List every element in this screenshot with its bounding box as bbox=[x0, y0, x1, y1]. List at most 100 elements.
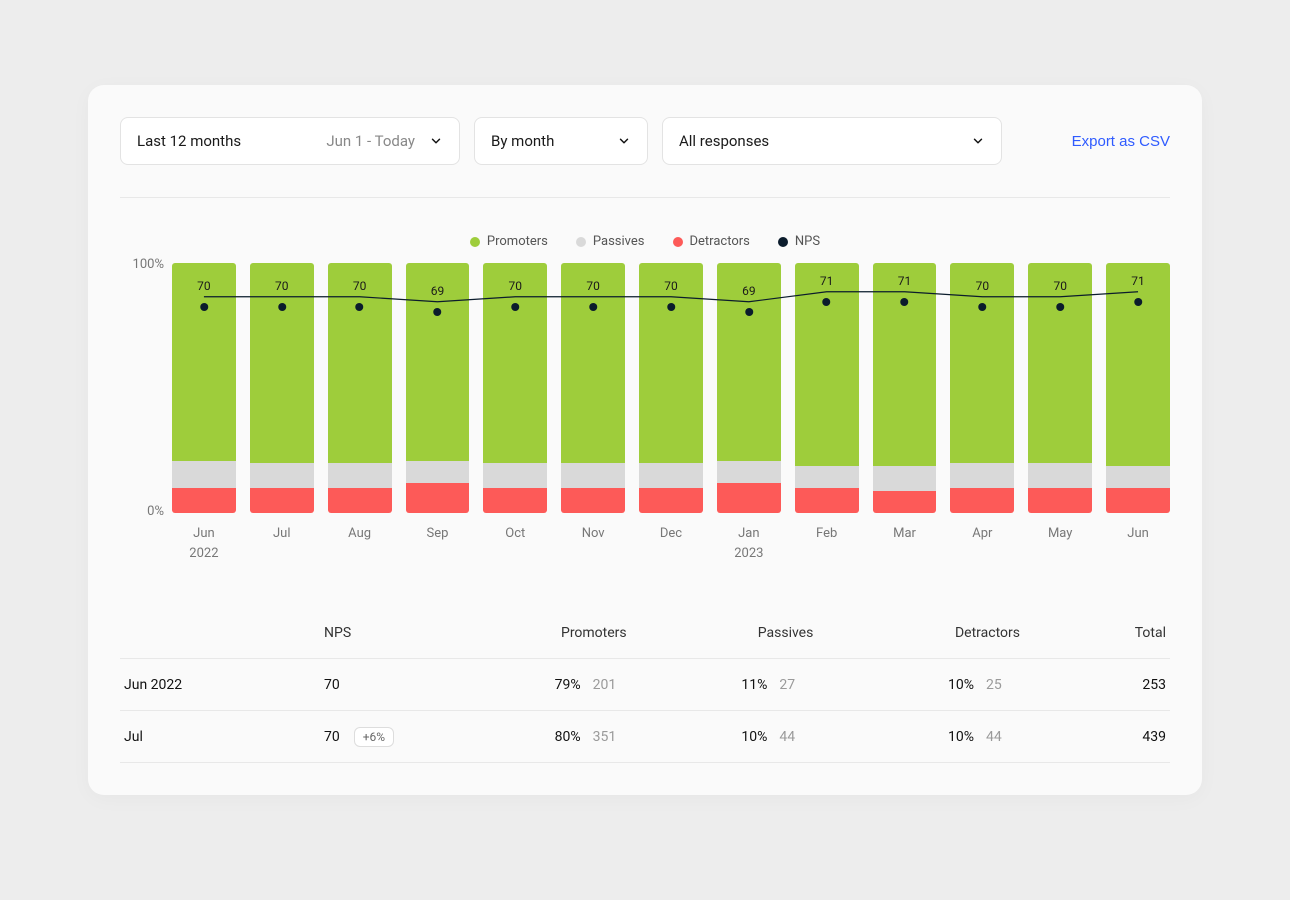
stacked-bar bbox=[406, 263, 470, 513]
nps-chart: PromotersPassivesDetractorsNPS 100% 0% 7… bbox=[120, 198, 1170, 563]
stacked-bar bbox=[561, 263, 625, 513]
pct-value: 80% bbox=[555, 729, 581, 745]
detractor-segment bbox=[1028, 488, 1092, 513]
count-value: 201 bbox=[593, 677, 627, 693]
table-row: Jun 20227079%20111%2710%25253 bbox=[120, 659, 1170, 711]
detractor-segment bbox=[795, 488, 859, 513]
bar-column bbox=[483, 263, 547, 513]
legend-label: Promoters bbox=[487, 234, 548, 249]
count-value: 351 bbox=[593, 729, 627, 745]
promoters-swatch-icon bbox=[470, 237, 480, 247]
th-total: Total bbox=[1040, 625, 1170, 641]
bar-column bbox=[873, 263, 937, 513]
detractor-segment bbox=[717, 483, 781, 513]
bar-column bbox=[1028, 263, 1092, 513]
date-range-value: Jun 1 - Today bbox=[326, 132, 415, 150]
passive-segment bbox=[639, 463, 703, 488]
th-detractors: Detractors bbox=[853, 625, 1040, 641]
detractor-segment bbox=[1106, 488, 1170, 513]
td-passives: 10%44 bbox=[667, 729, 854, 745]
x-axis-label: Oct bbox=[483, 525, 547, 563]
x-axis-label: Feb bbox=[795, 525, 859, 563]
bars-container bbox=[172, 263, 1170, 513]
x-axis-label: May bbox=[1028, 525, 1092, 563]
promoter-segment bbox=[328, 263, 392, 463]
stacked-bar bbox=[1106, 263, 1170, 513]
promoter-segment bbox=[639, 263, 703, 463]
stacked-bar bbox=[717, 263, 781, 513]
count-value: 27 bbox=[779, 677, 813, 693]
x-axis-label: Jun2022 bbox=[172, 525, 236, 563]
x-axis-label: Apr bbox=[950, 525, 1014, 563]
nps-swatch-icon bbox=[778, 237, 788, 247]
bar-column bbox=[950, 263, 1014, 513]
y-axis-bottom-label: 0% bbox=[147, 504, 164, 519]
detractors-swatch-icon bbox=[673, 237, 683, 247]
detractor-segment bbox=[328, 488, 392, 513]
td-month: Jun 2022 bbox=[120, 677, 320, 693]
passive-segment bbox=[406, 461, 470, 484]
x-axis-label: Sep bbox=[406, 525, 470, 563]
td-nps: 70 bbox=[320, 677, 480, 693]
th-promoters: Promoters bbox=[480, 625, 667, 641]
nps-value: 70 bbox=[324, 677, 340, 693]
chevron-down-icon bbox=[971, 134, 985, 148]
td-month: Jul bbox=[120, 729, 320, 745]
promoter-segment bbox=[717, 263, 781, 461]
legend-label: Passives bbox=[593, 234, 645, 249]
dashboard-card: Last 12 months Jun 1 - Today By month Al… bbox=[88, 85, 1202, 795]
bar-column bbox=[328, 263, 392, 513]
passive-segment bbox=[717, 461, 781, 484]
legend-item-nps: NPS bbox=[778, 234, 820, 249]
count-value: 25 bbox=[986, 677, 1020, 693]
passive-segment bbox=[250, 463, 314, 488]
x-axis-label: Jul bbox=[250, 525, 314, 563]
nps-value: 70 bbox=[324, 729, 340, 745]
nps-table: NPS Promoters Passives Detractors Total … bbox=[120, 607, 1170, 763]
passives-swatch-icon bbox=[576, 237, 586, 247]
y-axis-top-label: 100% bbox=[133, 257, 164, 272]
promoter-segment bbox=[1106, 263, 1170, 466]
chevron-down-icon bbox=[617, 134, 631, 148]
export-csv-button[interactable]: Export as CSV bbox=[1072, 133, 1170, 150]
promoter-segment bbox=[950, 263, 1014, 463]
detractor-segment bbox=[250, 488, 314, 513]
bar-column bbox=[172, 263, 236, 513]
passive-segment bbox=[328, 463, 392, 488]
stacked-bar bbox=[328, 263, 392, 513]
passive-segment bbox=[950, 463, 1014, 488]
promoter-segment bbox=[406, 263, 470, 461]
detractor-segment bbox=[950, 488, 1014, 513]
detractor-segment bbox=[639, 488, 703, 513]
responses-filter-select[interactable]: All responses bbox=[662, 117, 1002, 165]
promoter-segment bbox=[561, 263, 625, 463]
th-nps: NPS bbox=[320, 625, 480, 641]
bar-column bbox=[717, 263, 781, 513]
delta-badge: +6% bbox=[354, 727, 394, 747]
td-detractors: 10%44 bbox=[853, 729, 1040, 745]
count-value: 44 bbox=[986, 729, 1020, 745]
promoter-segment bbox=[795, 263, 859, 466]
table-row: Jul70+6%80%35110%4410%44439 bbox=[120, 711, 1170, 763]
legend-item-promoters: Promoters bbox=[470, 234, 548, 249]
responses-filter-label: All responses bbox=[679, 132, 769, 150]
detractor-segment bbox=[561, 488, 625, 513]
promoter-segment bbox=[1028, 263, 1092, 463]
detractor-segment bbox=[406, 483, 470, 513]
chevron-down-icon bbox=[429, 134, 443, 148]
promoter-segment bbox=[172, 263, 236, 461]
td-promoters: 79%201 bbox=[480, 677, 667, 693]
stacked-bar bbox=[250, 263, 314, 513]
date-range-label: Last 12 months bbox=[137, 132, 241, 150]
promoter-segment bbox=[483, 263, 547, 463]
x-axis-label: Mar bbox=[873, 525, 937, 563]
x-axis-label: Aug bbox=[328, 525, 392, 563]
bar-column bbox=[561, 263, 625, 513]
group-by-select[interactable]: By month bbox=[474, 117, 648, 165]
detractor-segment bbox=[873, 491, 937, 514]
legend-label: NPS bbox=[795, 234, 820, 249]
promoter-segment bbox=[250, 263, 314, 463]
passive-segment bbox=[483, 463, 547, 488]
date-range-select[interactable]: Last 12 months Jun 1 - Today bbox=[120, 117, 460, 165]
x-axis-label: Jan2023 bbox=[717, 525, 781, 563]
